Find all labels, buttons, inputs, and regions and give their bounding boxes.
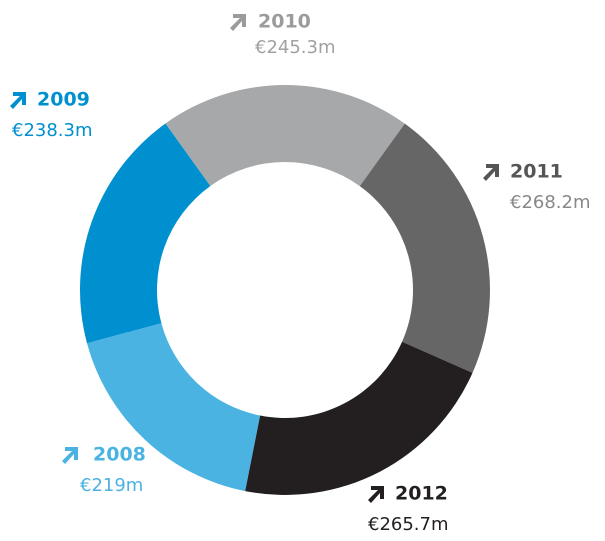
- donut-segment: [245, 341, 473, 495]
- arrow-icon: [483, 164, 499, 181]
- value-label: €268.2m: [510, 192, 591, 213]
- value-label: €245.3m: [255, 37, 336, 58]
- arrow-icon: [10, 92, 26, 109]
- value-label: €238.3m: [12, 120, 93, 141]
- year-label: 2009: [37, 89, 90, 111]
- donut-segment: [165, 84, 405, 187]
- value-label: €219m: [80, 475, 143, 496]
- year-label: 2008: [93, 444, 146, 466]
- donut-segment: [79, 123, 211, 344]
- year-label: 2012: [395, 483, 448, 505]
- year-label: 2011: [510, 161, 563, 183]
- arrow-icon: [62, 447, 78, 464]
- arrow-icon: [230, 14, 246, 31]
- donut-segment: [87, 323, 261, 492]
- year-label: 2010: [258, 11, 311, 33]
- donut-segment: [359, 123, 490, 373]
- value-label: €265.7m: [368, 514, 449, 535]
- arrow-icon: [368, 486, 384, 503]
